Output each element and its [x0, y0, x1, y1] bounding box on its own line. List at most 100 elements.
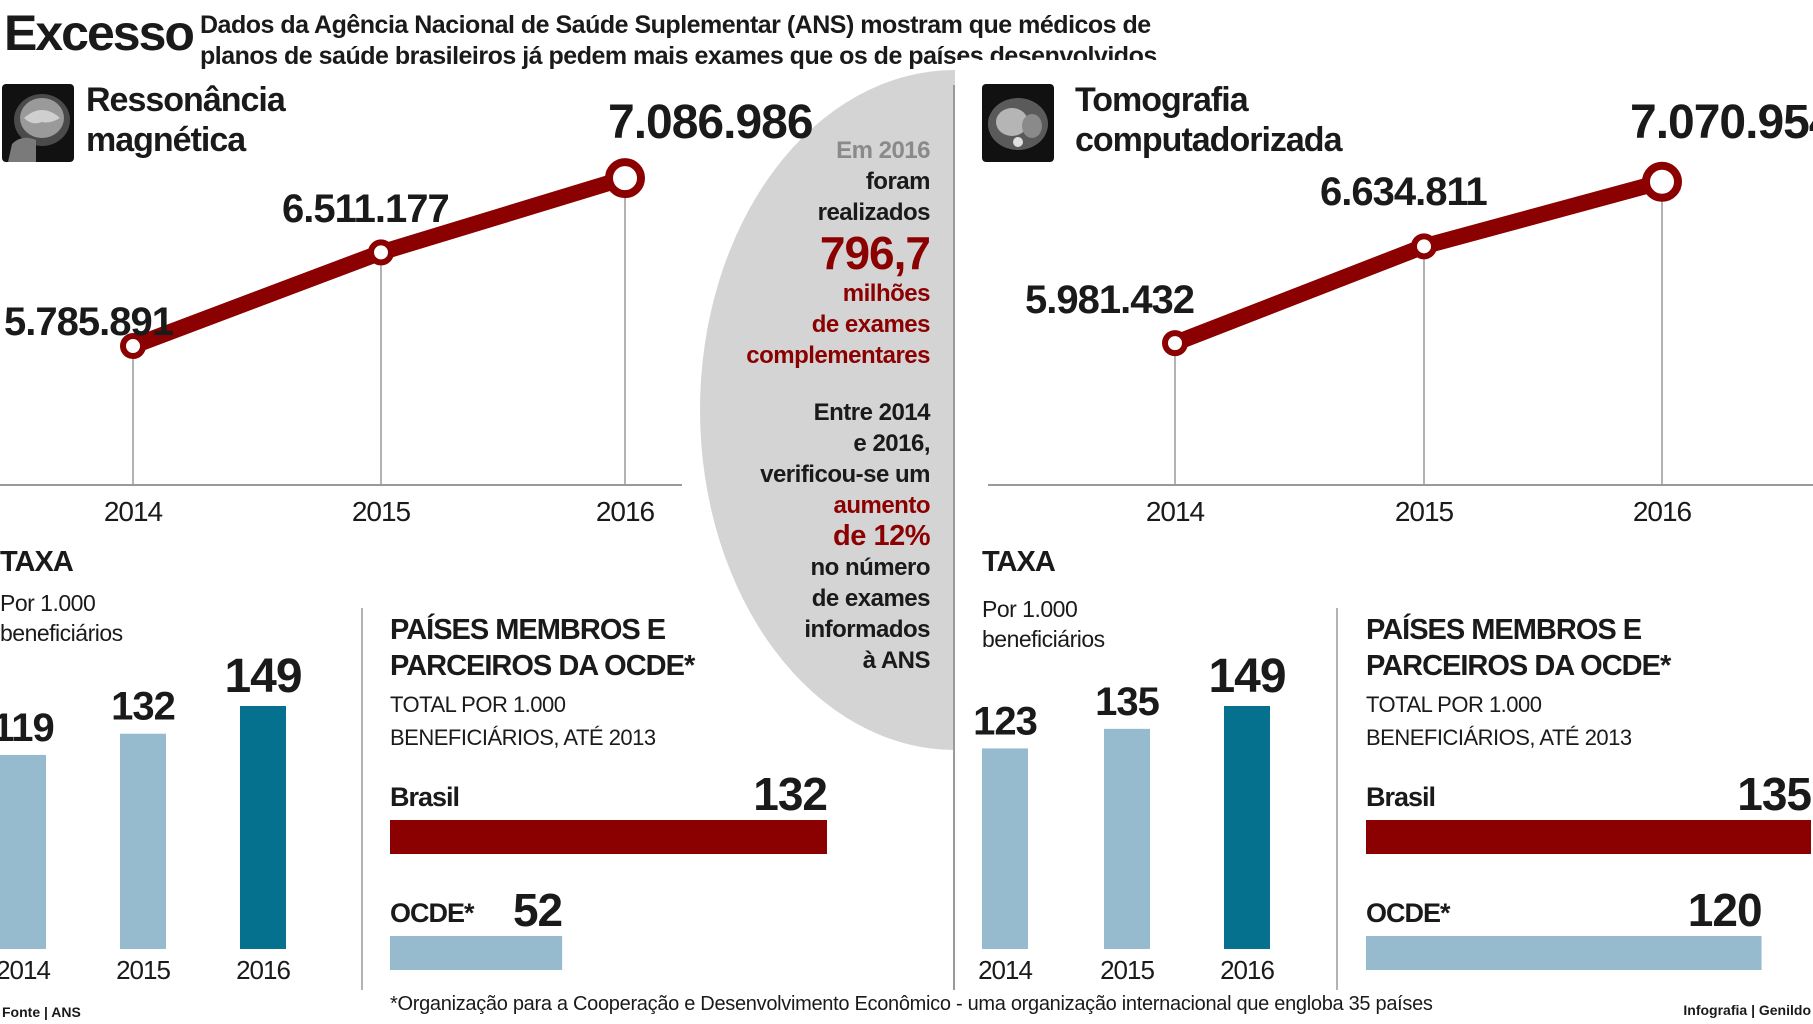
center-p2-line-9: à ANS: [862, 647, 931, 674]
right-ocde-bar: [1366, 936, 1762, 970]
center-p2-line-5: de 12%: [833, 520, 930, 552]
left-taxa-bar: [120, 733, 166, 949]
center-p2-line-7: de exames: [811, 585, 931, 612]
left-ocde-sub-2: BENEFICIÁRIOS, ATÉ 2013: [390, 725, 656, 750]
ellipse-mask: [955, 60, 1215, 760]
left-ocde-value-label: 52: [513, 884, 562, 936]
center-line-5: de exames: [811, 311, 931, 338]
center-p2-line-3: verificou-se um: [760, 461, 930, 488]
left-ocde-category-label: Brasil: [390, 782, 459, 812]
right-taxa-xtick: 2016: [1220, 955, 1274, 985]
left-line-xtick: 2014: [104, 496, 163, 527]
center-p2-line-1: Entre 2014: [813, 399, 931, 426]
right-line-point: [1162, 330, 1188, 357]
page-title: Excesso: [4, 5, 195, 61]
left-ocde-bar: [390, 820, 827, 854]
left-ocde-sub-1: TOTAL POR 1.000: [390, 692, 566, 717]
left-ocde-subtitle: TOTAL POR 1.000 BENEFICIÁRIOS, ATÉ 2013: [390, 688, 656, 754]
right-ocde-value-label: 120: [1688, 884, 1762, 936]
right-line-xtick: 2016: [1633, 496, 1692, 527]
source-credit: Fonte | ANS: [2, 1004, 81, 1020]
right-title-line-1: Tomografia: [1075, 81, 1249, 119]
right-taxa-bar: [1104, 728, 1150, 949]
right-chart-title: Tomografia computadorizada: [1075, 80, 1342, 160]
right-line-point: [1411, 233, 1437, 260]
right-line-xtick: 2014: [1146, 496, 1205, 527]
right-taxa-subtitle: Por 1.000 beneficiários: [982, 594, 1105, 654]
right-ocde-title-2: PARCEIROS DA OCDE*: [1366, 650, 1671, 682]
ct-scan-icon: [982, 84, 1054, 162]
right-taxa-sub-2: beneficiários: [982, 626, 1105, 652]
right-taxa-title: TAXA: [982, 546, 1056, 578]
right-ocde-category-label: Brasil: [1366, 782, 1435, 812]
left-line-xtick: 2015: [352, 496, 411, 527]
mri-brain-icon: [2, 84, 74, 162]
right-taxa-value-label: 123: [973, 699, 1037, 743]
right-line-value-label: 5.981.432: [1025, 278, 1194, 322]
left-ocde-title: PAÍSES MEMBROS E PARCEIROS DA OCDE*: [390, 612, 695, 684]
left-ocde-title-1: PAÍSES MEMBROS E: [390, 614, 666, 646]
right-line-xtick: 2015: [1395, 496, 1454, 527]
right-taxa-bar: [982, 748, 1028, 949]
center-line-6: complementares: [746, 342, 930, 369]
right-line-value-label: 6.634.811: [1320, 170, 1487, 214]
center-big-number: 796,7: [819, 227, 931, 279]
right-taxa-value-label: 135: [1095, 680, 1159, 724]
right-taxa-xtick: 2015: [1100, 955, 1154, 985]
right-ocde-bar: [1366, 820, 1811, 854]
left-taxa-value-label: 149: [224, 650, 301, 703]
right-ocde-category-label: OCDE*: [1366, 898, 1451, 928]
right-ocde-title: PAÍSES MEMBROS E PARCEIROS DA OCDE*: [1366, 612, 1671, 684]
center-summary: Em 2016 foram realizados 796,7 milhões d…: [700, 135, 931, 676]
left-line-value-label: 5.785.891: [4, 300, 174, 344]
left-ocde-bar: [390, 936, 563, 970]
right-taxa-value-label: 149: [1208, 650, 1285, 703]
center-line-4: milhões: [842, 280, 931, 307]
left-taxa-value-label: 132: [111, 685, 175, 729]
left-line-xtick: 2016: [596, 496, 655, 527]
right-ocde-sub-2: BENEFICIÁRIOS, ATÉ 2013: [1366, 725, 1632, 750]
right-ocde-sub-1: TOTAL POR 1.000: [1366, 692, 1542, 717]
center-p2-line-6: no número: [810, 554, 931, 581]
left-title-line-2: magnética: [86, 121, 246, 159]
right-title-line-2: computadorizada: [1075, 121, 1342, 159]
left-taxa-xtick: 2015: [116, 955, 170, 985]
center-line-2: foram: [865, 168, 931, 195]
left-taxa-xtick: 2014: [0, 955, 50, 985]
center-p2-line-4: aumento: [833, 492, 930, 519]
left-taxa-xtick: 2016: [236, 955, 290, 985]
center-line-3: realizados: [817, 199, 931, 226]
right-taxa-bar: [1224, 706, 1270, 949]
right-ocde-subtitle: TOTAL POR 1.000 BENEFICIÁRIOS, ATÉ 2013: [1366, 688, 1632, 754]
subtitle-line-1: Dados da Agência Nacional de Saúde Suple…: [200, 11, 1151, 39]
left-ocde-value-label: 132: [753, 768, 827, 820]
center-p2-line-8: informados: [804, 616, 930, 643]
right-ocde-title-1: PAÍSES MEMBROS E: [1366, 614, 1642, 646]
footnote: *Organização para a Cooperação e Desenvo…: [390, 993, 1433, 1015]
right-taxa-sub-1: Por 1.000: [982, 596, 1078, 622]
left-ocde-title-2: PARCEIROS DA OCDE*: [390, 650, 695, 682]
left-taxa-sub-2: beneficiários: [0, 620, 123, 646]
left-chart-title: Ressonância magnética: [86, 80, 286, 160]
left-title-line-1: Ressonância: [86, 81, 286, 119]
left-taxa-sub-1: Por 1.000: [0, 590, 96, 616]
left-line-point: [120, 333, 146, 360]
left-taxa-value-label: 119: [0, 706, 54, 750]
right-taxa-xtick: 2014: [978, 955, 1032, 985]
center-p2-line-2: e 2016,: [853, 430, 930, 457]
right-line-value-label: 7.070.954: [1630, 96, 1813, 149]
left-taxa-title: TAXA: [0, 546, 74, 578]
left-taxa-subtitle: Por 1.000 beneficiários: [0, 588, 123, 648]
left-line-value-label: 7.086.986: [608, 96, 813, 149]
left-line-point: [368, 239, 394, 266]
center-line-1: Em 2016: [836, 137, 930, 164]
right-ocde-value-label: 135: [1737, 768, 1811, 820]
left-ocde-category-label: OCDE*: [390, 898, 475, 928]
graphics-credit: Infografia | Genildo: [1683, 1002, 1811, 1018]
left-taxa-bar: [0, 754, 46, 949]
right-line-point: [1642, 161, 1682, 202]
left-line-point: [605, 158, 645, 199]
left-taxa-bar: [240, 706, 286, 949]
left-line-value-label: 6.511.177: [282, 187, 449, 231]
